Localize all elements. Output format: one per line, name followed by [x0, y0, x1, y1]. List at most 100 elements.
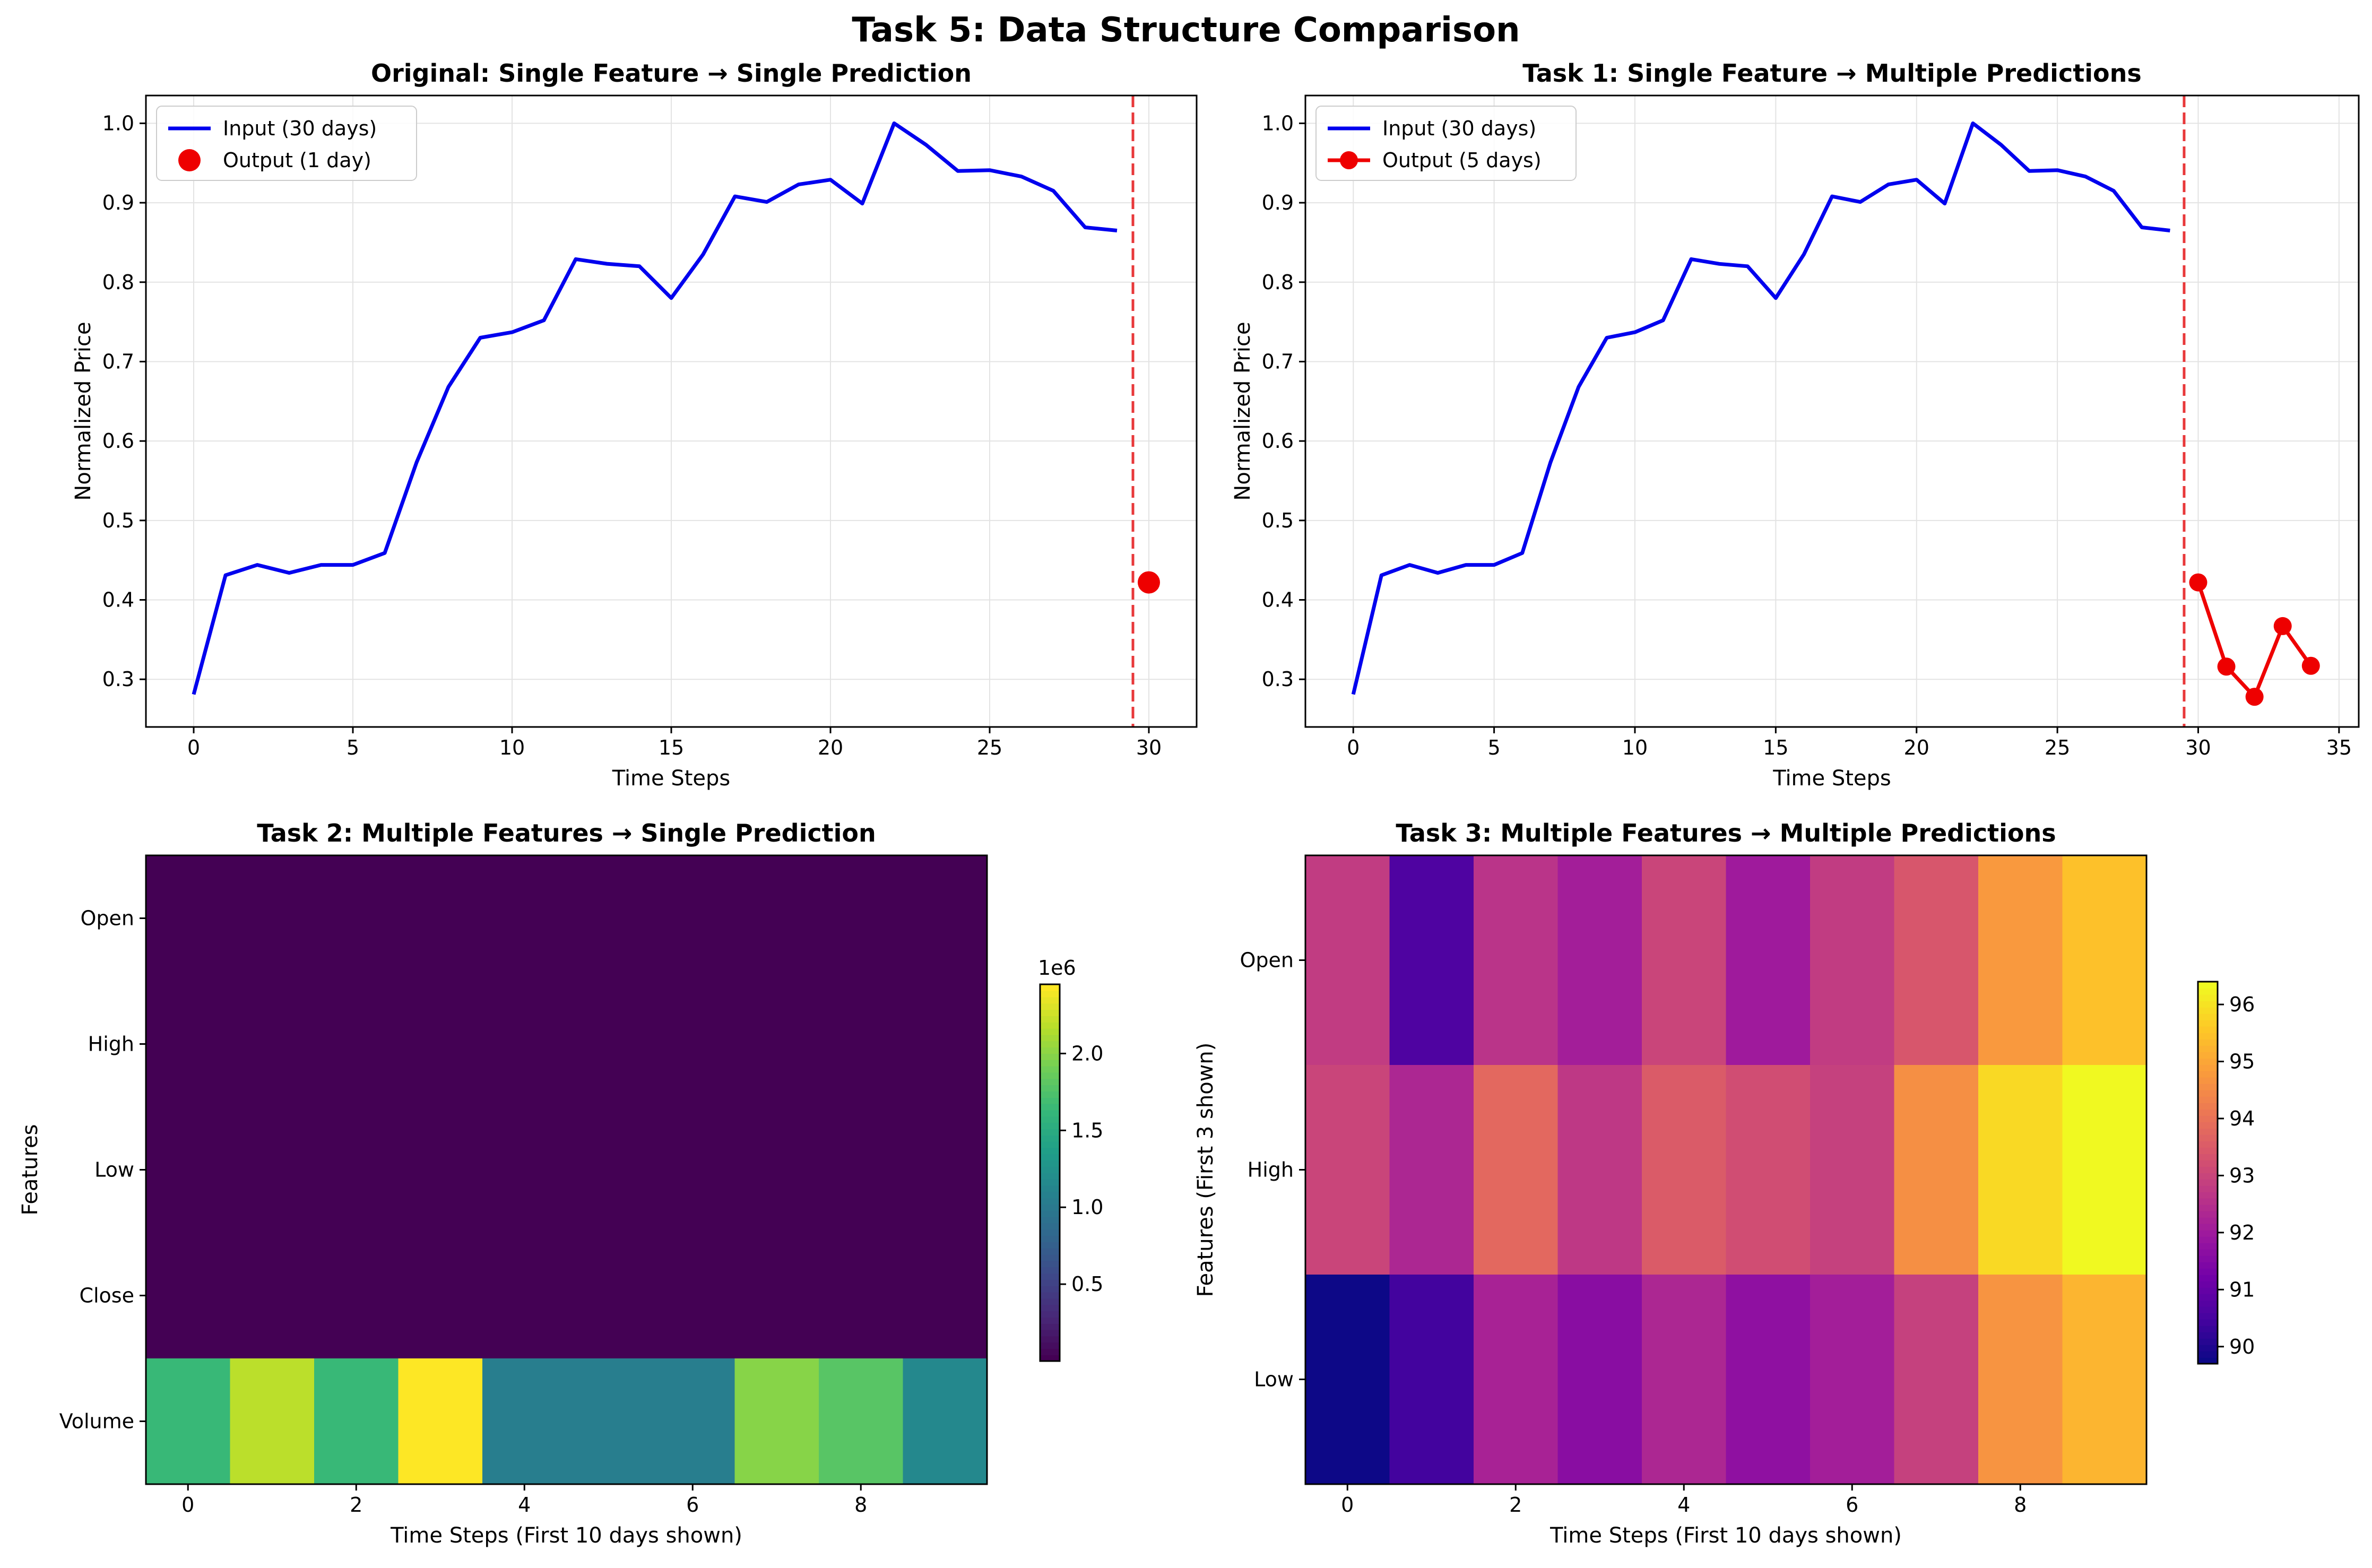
heatmap-cell — [482, 1107, 567, 1233]
colorbar-tick-label: 1.0 — [1071, 1196, 1103, 1219]
colorbar-segment — [2198, 1345, 2218, 1352]
heatmap-cell — [734, 855, 819, 982]
colorbar-segment — [1040, 1034, 1060, 1042]
y-tick-label: 0.5 — [102, 509, 134, 532]
x-tick-label: 35 — [2326, 736, 2352, 759]
x-axis-label: Time Steps — [612, 766, 731, 791]
heatmap-cell — [230, 1233, 315, 1359]
x-tick-label: 0 — [181, 1493, 194, 1517]
colorbar-segment — [1040, 1304, 1060, 1312]
colorbar-segment — [1040, 1317, 1060, 1324]
heatmap-cell — [1389, 1275, 1474, 1485]
y-axis-label: Normalized Price — [1231, 322, 1255, 500]
colorbar-segment — [2198, 1338, 2218, 1345]
colorbar-segment — [2198, 1058, 2218, 1065]
colorbar-segment — [1040, 1210, 1060, 1217]
colorbar-frame — [1039, 983, 1061, 1362]
heatmap-cell — [230, 1358, 315, 1485]
heatmap-cell — [1642, 1065, 1727, 1275]
heatmap-cell — [819, 855, 904, 982]
heatmap-cell — [1810, 855, 1895, 1065]
heatmap-cell — [1474, 1065, 1559, 1275]
colorbar-segment — [1040, 1191, 1060, 1199]
colorbar-segment — [1040, 1097, 1060, 1104]
colorbar-segment — [2198, 1294, 2218, 1301]
colorbar-segment — [2198, 1275, 2218, 1281]
y-tick-label: High — [88, 1033, 134, 1056]
legend-label: Input (30 days) — [1382, 117, 1536, 140]
heatmap-cell — [1726, 1275, 1811, 1485]
colorbar-segment — [2198, 1103, 2218, 1110]
heatmap-cell — [903, 1107, 988, 1233]
colorbar-segment — [1040, 1110, 1060, 1117]
heatmap-cell — [651, 1107, 735, 1233]
colorbar-segment — [1040, 1016, 1060, 1023]
y-tick-label: Open — [81, 907, 135, 930]
colorbar-segment — [1040, 1053, 1060, 1060]
heatmap-cell — [482, 1233, 567, 1359]
heatmap-cell — [566, 1233, 651, 1359]
legend-label: Output (1 day) — [223, 149, 371, 172]
x-tick-label: 6 — [686, 1493, 699, 1517]
y-tick-label: Open — [1240, 949, 1294, 972]
colorbar-segment — [2198, 1313, 2218, 1320]
colorbar-segment — [2198, 1319, 2218, 1326]
panel-task3: Task 3: Multiple Features → Multiple Pre… — [1193, 819, 2255, 1548]
heatmap-cell — [1389, 855, 1474, 1065]
heatmap-cell — [1642, 855, 1727, 1065]
x-tick-label: 6 — [1846, 1493, 1858, 1517]
heatmap-cell — [1810, 1275, 1895, 1485]
heatmap-cell — [1726, 855, 1811, 1065]
colorbar-segment — [2198, 1007, 2218, 1014]
colorbar-segment — [1040, 1022, 1060, 1029]
heatmap-cell — [734, 981, 819, 1107]
y-tick-label: 0.3 — [102, 668, 134, 691]
x-tick-label: 10 — [499, 736, 525, 759]
colorbar-segment — [2198, 1115, 2218, 1122]
heatmap-cell — [566, 1358, 651, 1485]
colorbar-segment — [2198, 1198, 2218, 1205]
heatmap-cell — [398, 1233, 483, 1359]
panel-task2: Task 2: Multiple Features → Single Predi… — [18, 819, 1103, 1548]
colorbar-segment — [2198, 1300, 2218, 1307]
colorbar-segment — [2198, 994, 2218, 1001]
colorbar-segment — [1040, 1298, 1060, 1305]
colorbar-segment — [2198, 1109, 2218, 1116]
colorbar-segment — [2198, 1287, 2218, 1294]
colorbar-segment — [1040, 1116, 1060, 1123]
colorbar-segment — [1040, 1160, 1060, 1167]
y-tick-label: 0.6 — [102, 429, 134, 453]
data-point — [2189, 573, 2207, 592]
colorbar-segment — [2198, 1013, 2218, 1020]
chart-title: Task 1: Single Feature → Multiple Predic… — [1522, 59, 2141, 88]
colorbar-segment — [1040, 1147, 1060, 1155]
y-tick-label: 1.0 — [102, 111, 134, 135]
colorbar-segment — [2198, 1224, 2218, 1231]
y-tick-label: 0.3 — [1262, 668, 1294, 691]
data-point — [2245, 688, 2264, 706]
colorbar-segment — [1040, 1260, 1060, 1268]
y-tick-label: 0.4 — [1262, 588, 1294, 612]
colorbar-tick-label: 96 — [2229, 993, 2255, 1016]
colorbar-segment — [1040, 1342, 1060, 1349]
heatmap-cell — [1894, 1065, 1979, 1275]
colorbar-segment — [2198, 1039, 2218, 1046]
heatmap-cell — [1978, 1065, 2063, 1275]
heatmap-cell — [1978, 1275, 2063, 1485]
colorbar-segment — [2198, 1205, 2218, 1211]
heatmap-cell — [230, 981, 315, 1107]
x-tick-label: 0 — [187, 736, 200, 759]
colorbar-segment — [1040, 997, 1060, 1004]
y-tick-label: Volume — [59, 1410, 134, 1433]
colorbar-segment — [2198, 1096, 2218, 1103]
heatmap-cell — [1557, 1275, 1642, 1485]
colorbar-segment — [1040, 1141, 1060, 1148]
heatmap-cell — [819, 1233, 904, 1359]
heatmap-cell — [1642, 1275, 1727, 1485]
heatmap-cell — [314, 855, 399, 982]
colorbar-frame — [2197, 981, 2219, 1365]
colorbar-segment — [2198, 1179, 2218, 1186]
colorbar-segment — [2198, 1268, 2218, 1275]
heatmap-cell — [2062, 855, 2147, 1065]
